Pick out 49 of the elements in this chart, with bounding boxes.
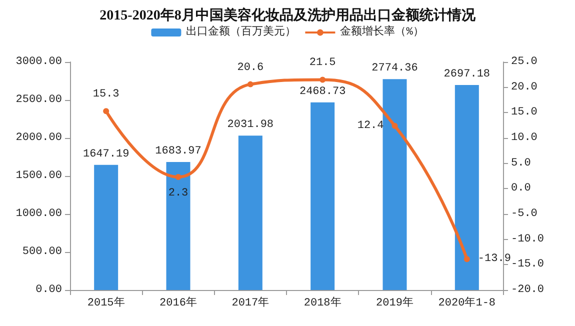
- data-label: 20.6: [237, 62, 264, 74]
- point: [103, 108, 110, 114]
- y-tick-label: 3000.00: [16, 56, 62, 68]
- y2-tick-label: 20.0: [511, 81, 538, 94]
- data-label: 2.3: [168, 188, 188, 200]
- y2-tick-label: 5.0: [511, 157, 531, 170]
- data-label: 2774.36: [372, 62, 418, 75]
- y-tick-label: 2500.00: [16, 94, 62, 106]
- y-tick-label: 0.00: [36, 284, 62, 296]
- chart-title: 2015-2020年8月中国美容化妆品及洗护用品出口金额统计情况: [100, 6, 476, 24]
- y2-tick-label: 10.0: [511, 132, 538, 144]
- data-label: 2468.73: [299, 86, 346, 98]
- x-tick-label: 2017年: [232, 296, 270, 310]
- x-tick-label: 2019年: [376, 296, 414, 310]
- y2-tick-label: -5.0: [511, 208, 538, 220]
- x-tick-label: 2015年: [87, 296, 125, 310]
- data-label: 2697.18: [444, 68, 490, 81]
- legend-label: 出口金额（百万美元）: [186, 24, 296, 38]
- point: [464, 256, 470, 262]
- x-tick-label: 2018年: [304, 296, 342, 310]
- bar: [310, 102, 335, 290]
- y-tick-label: 1000.00: [16, 208, 62, 220]
- data-label: -13.9: [478, 253, 511, 266]
- data-label: 15.3: [92, 88, 120, 101]
- y-tick-label: 500.00: [22, 246, 62, 258]
- data-label: 2031.98: [227, 119, 274, 132]
- bar: [382, 79, 407, 290]
- y2-tick-label: -20.0: [511, 284, 544, 296]
- data-label: 21.5: [309, 57, 336, 70]
- x-tick-label: 2020年1-8: [438, 296, 496, 310]
- y2-tick-label: 25.0: [511, 56, 538, 68]
- bar: [454, 85, 479, 290]
- bar: [238, 136, 262, 290]
- y2-tick-label: 0.0: [511, 182, 531, 195]
- bar: [166, 162, 190, 290]
- legend-label: 金额增长率（%）: [340, 24, 424, 38]
- point: [392, 122, 398, 129]
- bar: [94, 164, 118, 290]
- y2-tick-label: -10.0: [511, 233, 544, 246]
- data-label: 1683.97: [155, 146, 202, 158]
- y-tick-label: 1500.00: [16, 170, 62, 182]
- x-tick-label: 2016年: [160, 296, 197, 310]
- point: [320, 76, 326, 83]
- data-label: 1647.19: [82, 148, 130, 160]
- y-tick-label: 2000.00: [16, 132, 62, 144]
- y2-tick-label: -15.0: [511, 258, 544, 271]
- point: [175, 174, 182, 180]
- point: [247, 81, 254, 88]
- y2-tick-label: 15.0: [511, 106, 538, 119]
